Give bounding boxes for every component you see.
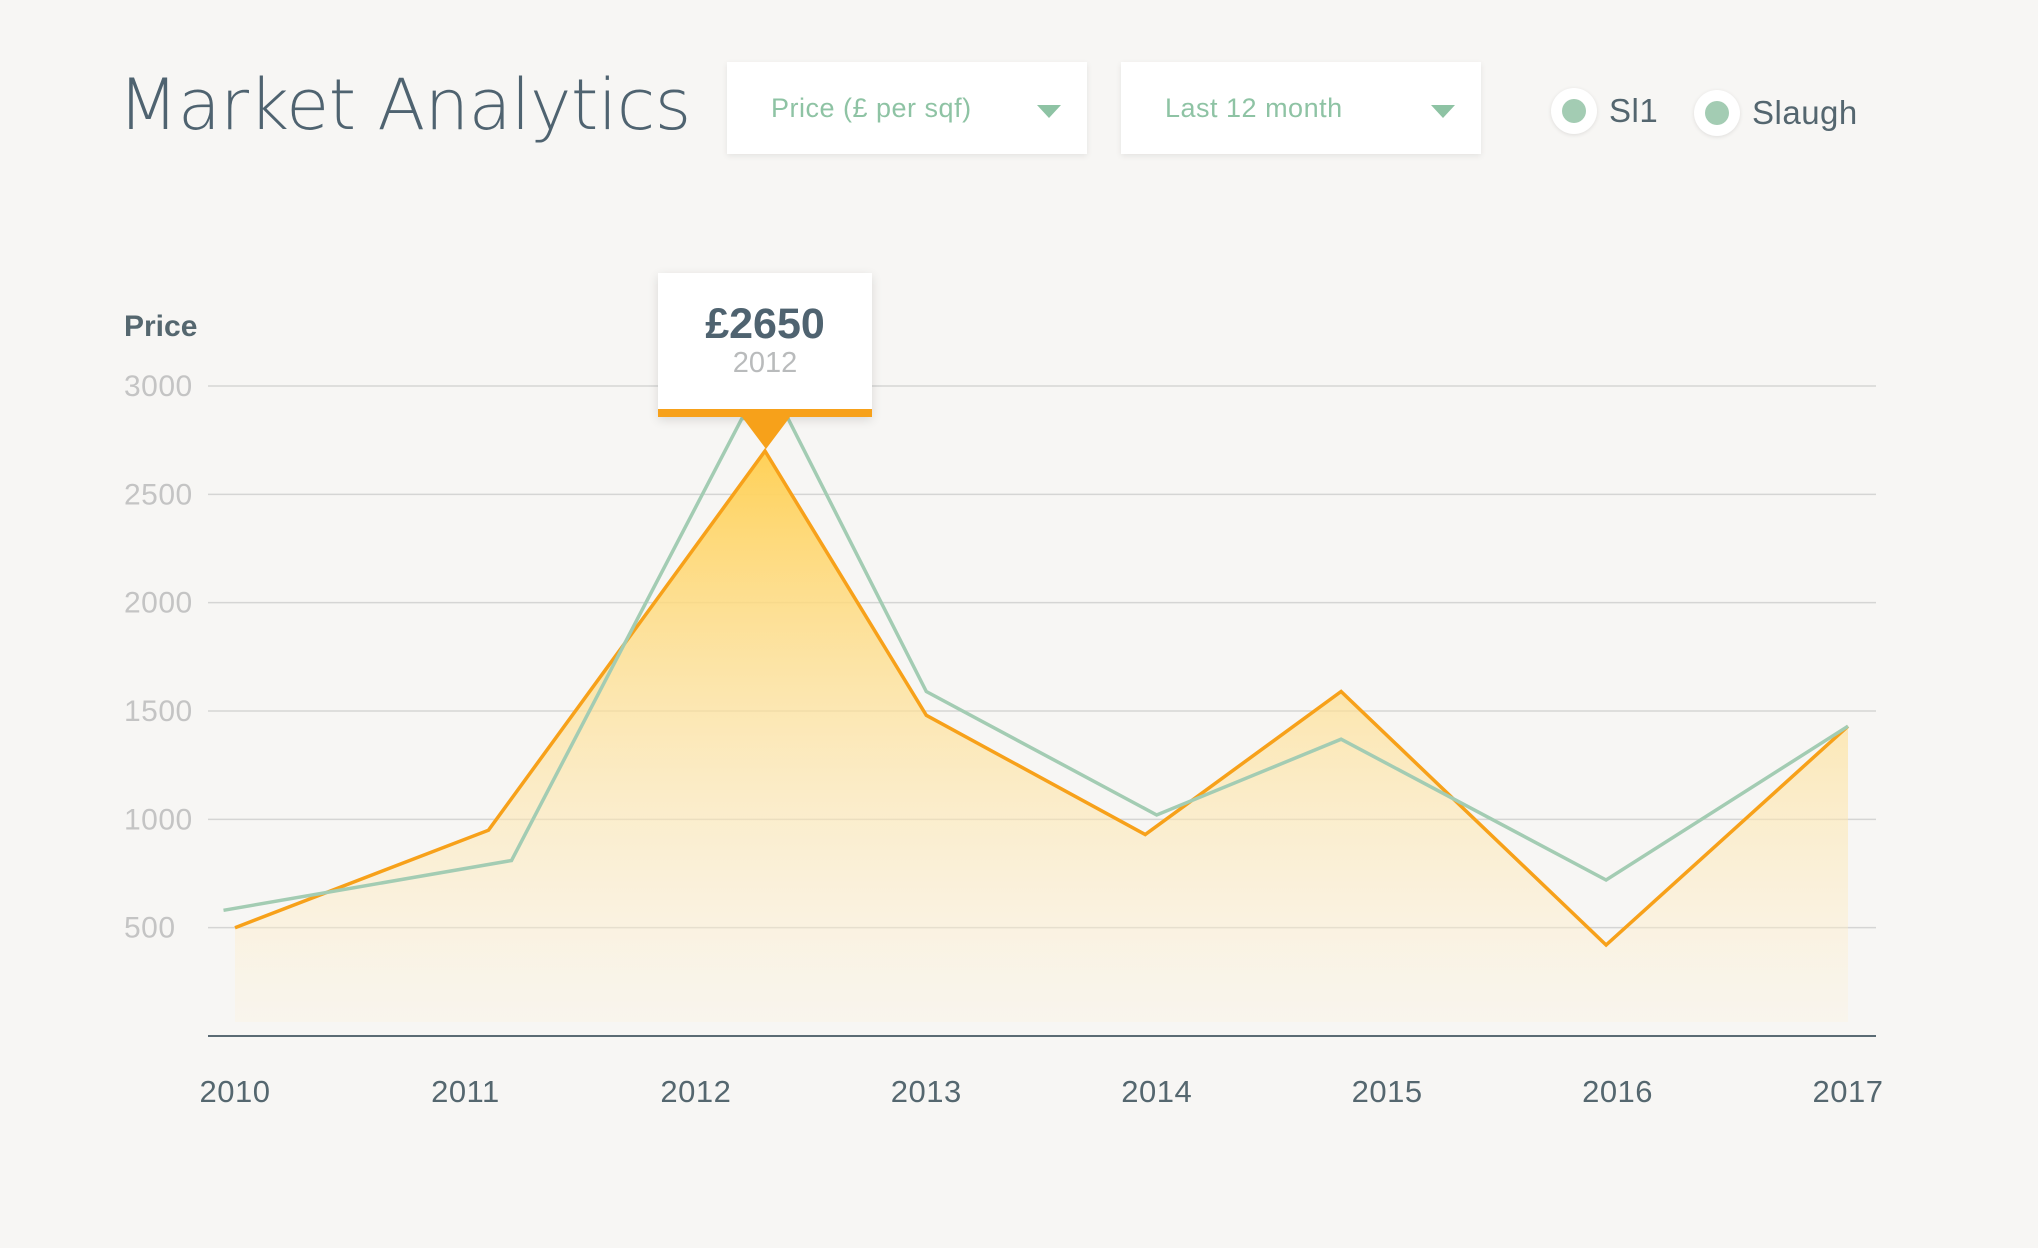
chevron-down-icon <box>1037 105 1061 118</box>
period-dropdown[interactable]: Last 12 month <box>1121 62 1481 154</box>
x-tick-label: 2013 <box>891 1074 962 1109</box>
page-title: Market Analytics <box>118 64 691 146</box>
y-tick-label: 2500 <box>124 478 193 511</box>
legend-dot-icon <box>1694 90 1740 136</box>
value-tooltip: £2650 2012 <box>658 273 872 449</box>
x-tick-label: 2017 <box>1813 1074 1884 1109</box>
y-tick-label: 3000 <box>124 370 193 403</box>
y-axis-title: Price <box>124 310 197 343</box>
x-tick-label: 2015 <box>1352 1074 1423 1109</box>
area-fill <box>235 451 1848 1022</box>
y-tick-label: 1000 <box>124 803 193 836</box>
legend-dot-icon <box>1551 88 1597 134</box>
y-tick-label: 1500 <box>124 695 193 728</box>
legend-item-slaugh[interactable]: Slaugh <box>1694 90 1858 136</box>
tooltip-pointer <box>742 417 790 449</box>
axis-labels: 500 1000 1500 2000 2500 3000 Price 2010 2011 2012… <box>124 310 1883 1109</box>
x-tick-label: 2016 <box>1582 1074 1653 1109</box>
legend-label: Sl1 <box>1609 92 1659 129</box>
line-series-0 <box>234 447 1850 948</box>
series-lines <box>223 416 1850 948</box>
legend-item-sl1[interactable]: Sl1 <box>1551 88 1658 134</box>
x-tick-label: 2014 <box>1121 1074 1192 1109</box>
legend-label: Slaugh <box>1752 94 1858 131</box>
tooltip-value: £2650 <box>705 300 825 348</box>
y-tick-label: 2000 <box>124 587 193 620</box>
period-dropdown-label: Last 12 month <box>1165 92 1343 123</box>
chevron-down-icon <box>1431 105 1455 118</box>
y-tick-label: 500 <box>124 912 176 945</box>
area-series-0 <box>235 451 1848 1022</box>
line-series-1 <box>223 416 1849 913</box>
tooltip-year: 2012 <box>732 347 798 379</box>
metric-dropdown[interactable]: Price (£ per sqf) <box>727 62 1087 154</box>
x-tick-label: 2011 <box>431 1074 500 1109</box>
metric-dropdown-label: Price (£ per sqf) <box>771 92 972 123</box>
x-tick-label: 2012 <box>660 1074 731 1109</box>
x-tick-label: 2010 <box>200 1074 271 1109</box>
